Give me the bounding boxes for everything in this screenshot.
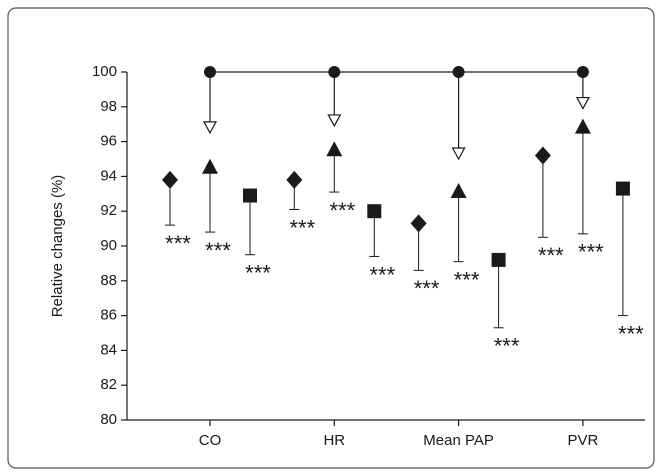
arrow-head xyxy=(451,147,466,161)
y-tick-label: 90 xyxy=(100,237,117,254)
x-tick-label: HR xyxy=(323,432,345,449)
significance-label: *** xyxy=(205,238,231,263)
y-axis-label: Relative changes (%) xyxy=(49,175,66,318)
significance-label: *** xyxy=(494,334,520,359)
triangle-marker xyxy=(450,183,467,199)
triangle-marker xyxy=(574,118,591,134)
diamond-marker xyxy=(162,170,178,189)
significance-label: *** xyxy=(578,240,604,265)
significance-label: *** xyxy=(245,261,271,286)
y-tick-label: 100 xyxy=(92,63,117,80)
x-tick-label: PVR xyxy=(567,432,598,449)
significance-label: *** xyxy=(414,276,440,301)
significance-label: *** xyxy=(618,321,644,346)
diamond-marker xyxy=(534,146,551,165)
y-tick-label: 98 xyxy=(100,98,117,115)
significance-label: *** xyxy=(369,262,395,287)
square-marker xyxy=(491,252,506,267)
arrow-head xyxy=(202,121,218,135)
y-tick-label: 96 xyxy=(100,133,117,150)
arrow-head xyxy=(575,96,590,110)
triangle-marker xyxy=(326,141,343,157)
significance-label: *** xyxy=(289,215,315,240)
baseline-marker xyxy=(576,66,589,78)
significance-label: *** xyxy=(329,198,355,223)
arrow-head xyxy=(327,114,342,128)
square-marker xyxy=(243,188,257,203)
baseline-marker xyxy=(328,66,341,78)
baseline-marker xyxy=(204,66,216,78)
diamond-marker xyxy=(286,170,303,189)
significance-label: *** xyxy=(165,231,191,256)
significance-label: *** xyxy=(454,267,480,292)
x-tick-label: Mean PAP xyxy=(423,432,494,449)
square-marker xyxy=(367,204,382,219)
frame xyxy=(7,7,655,469)
x-tick-label: CO xyxy=(199,432,222,449)
y-tick-label: 86 xyxy=(100,307,117,324)
significance-label: *** xyxy=(538,243,564,268)
triangle-marker xyxy=(202,158,218,174)
y-tick-label: 94 xyxy=(100,167,117,184)
y-tick-label: 92 xyxy=(100,202,117,219)
square-marker xyxy=(615,181,630,196)
y-tick-label: 80 xyxy=(100,411,117,428)
y-tick-label: 88 xyxy=(100,272,117,289)
y-tick-label: 84 xyxy=(100,341,117,358)
baseline-marker xyxy=(452,66,465,78)
diamond-marker xyxy=(410,214,427,233)
y-tick-label: 82 xyxy=(100,376,117,393)
